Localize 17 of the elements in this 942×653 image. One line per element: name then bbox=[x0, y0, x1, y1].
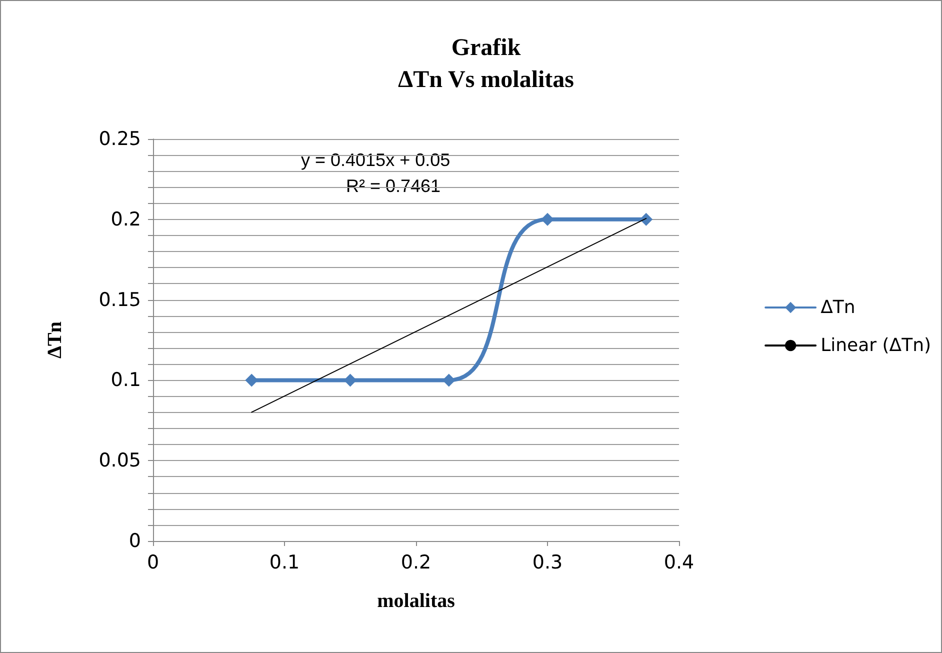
x-axis-title: molalitas bbox=[377, 590, 456, 612]
x-tick-label: 0.4 bbox=[664, 552, 694, 574]
legend-label: ΔTn bbox=[820, 297, 856, 318]
x-tick-label: 0 bbox=[146, 552, 160, 574]
y-tick-label: 0.1 bbox=[110, 369, 141, 392]
y-tick-label: 0.2 bbox=[110, 208, 141, 230]
y-tick-label: 0.25 bbox=[98, 128, 141, 150]
y-axis-title: ΔTn bbox=[44, 321, 66, 359]
x-tick-label: 0.1 bbox=[269, 552, 300, 574]
chart-subtitle: ΔTn Vs molalitas bbox=[398, 67, 574, 93]
y-tick-label: 0 bbox=[128, 530, 141, 552]
chart-title: Grafik bbox=[451, 35, 522, 61]
legend-label: Linear (ΔTn) bbox=[820, 335, 932, 356]
x-tick-label: 0.3 bbox=[532, 552, 563, 574]
y-tick-label: 0.05 bbox=[98, 450, 141, 472]
x-tick-label: 0.2 bbox=[400, 552, 432, 574]
y-tick-label: 0.15 bbox=[98, 288, 141, 311]
